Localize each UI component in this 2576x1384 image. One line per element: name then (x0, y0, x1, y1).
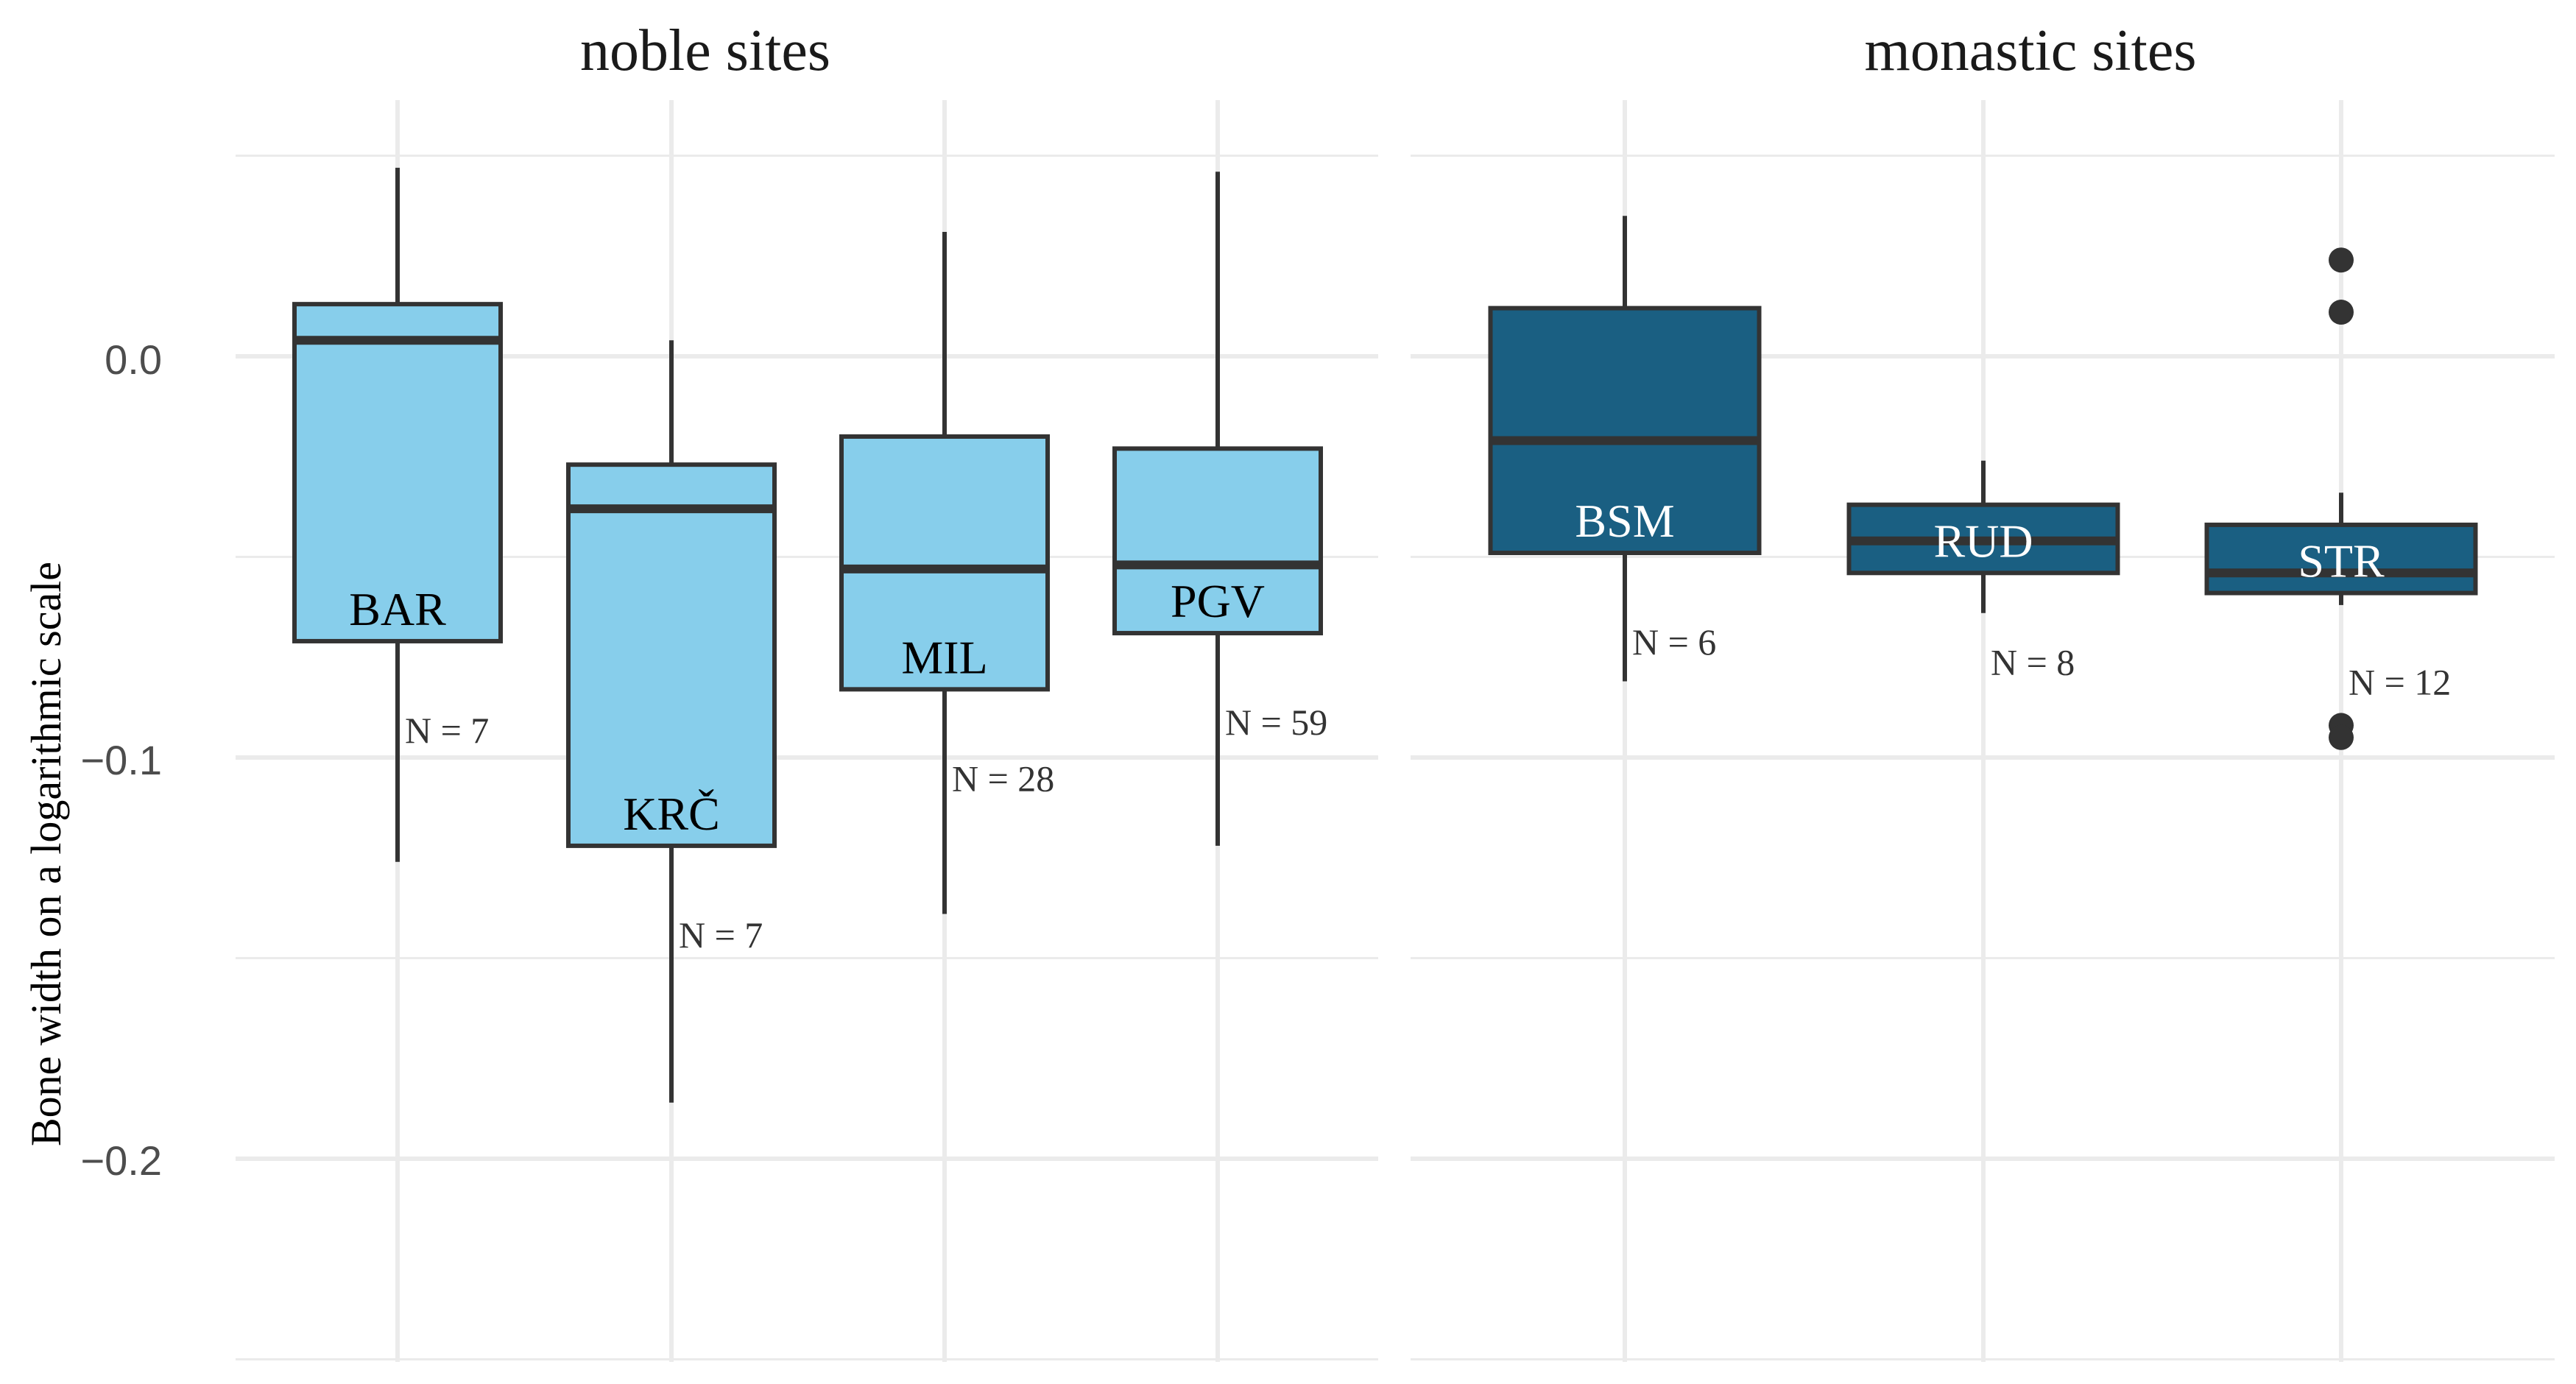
outlier-point (2329, 300, 2354, 325)
y-axis-title: Bone width on a logarithmic scale (22, 562, 70, 1146)
box-body (292, 302, 503, 643)
box-body (1488, 306, 1762, 556)
n-label: N = 8 (1991, 641, 2075, 682)
site-label: RUD (1933, 515, 2033, 567)
box-str: STR N = 12 (2204, 247, 2478, 750)
n-label: N = 59 (1225, 702, 1327, 743)
box-bar: BAR N = 7 (292, 167, 503, 862)
box-body (1112, 446, 1323, 636)
n-label: N = 7 (405, 710, 489, 751)
y-tick-label-2: −0.2 (80, 1137, 162, 1184)
site-label: PGV (1171, 575, 1265, 627)
box-mil: MIL N = 28 (839, 232, 1054, 914)
outlier-point (2329, 724, 2354, 750)
n-label: N = 6 (1632, 621, 1716, 663)
n-label: N = 28 (952, 758, 1054, 799)
y-tick-label-0: 0.0 (105, 336, 162, 383)
site-label: BAR (349, 583, 446, 635)
site-label: BSM (1575, 495, 1674, 547)
facet-title-monastic: monastic sites (1864, 18, 2196, 83)
box-body (2204, 522, 2478, 596)
chart-panels: BAR N = 7 KRČ N = 7 MIL N = 28 PGV N = 59 BSM N =… (292, 167, 2478, 1103)
box-krč: KRČ N = 7 (566, 340, 777, 1103)
y-axis: 0.0 −0.1 −0.2 Bone width on a logarithmi… (22, 336, 162, 1184)
site-label: STR (2298, 535, 2385, 587)
site-label: KRČ (623, 788, 720, 840)
facet-title-noble: noble sites (580, 18, 830, 83)
box-pgv: PGV N = 59 (1112, 172, 1327, 846)
n-label: N = 12 (2349, 662, 2451, 703)
outlier-point (2329, 247, 2354, 273)
site-label: MIL (901, 631, 987, 683)
facet-titles: noble sites monastic sites (580, 18, 2197, 83)
n-label: N = 7 (679, 914, 763, 956)
box-bsm: BSM N = 6 (1488, 216, 1762, 682)
box-body (566, 462, 777, 848)
box-rud: RUD N = 8 (1846, 460, 2120, 682)
box-body (839, 434, 1050, 692)
y-tick-label-1: −0.1 (80, 737, 162, 783)
